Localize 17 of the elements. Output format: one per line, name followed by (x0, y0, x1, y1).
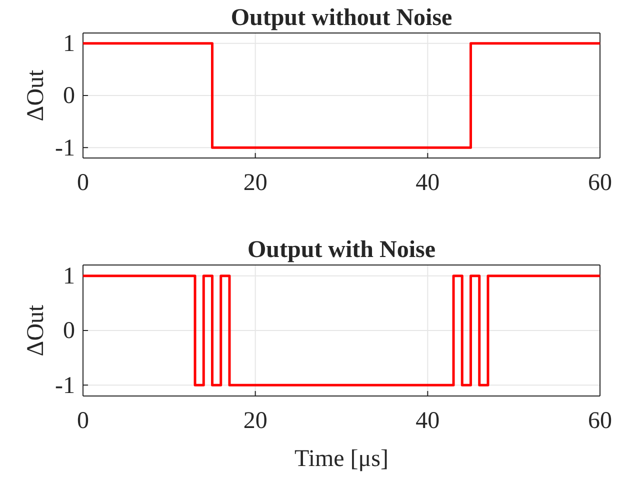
x-tick-label: 20 (243, 408, 268, 434)
y-tick-label: -1 (55, 135, 75, 162)
x-tick-label: 40 (416, 170, 440, 196)
x-tick-label: 20 (243, 170, 268, 196)
y-tick-label: -1 (55, 372, 75, 399)
x-tick-label: 40 (416, 408, 440, 434)
chart-title: Output without Noise (230, 5, 453, 31)
x-axis-title: Time [μs] (294, 446, 388, 472)
y-axis-title: ΔOut (23, 69, 49, 122)
y-tick-label: 0 (63, 83, 75, 110)
y-axis-title: ΔOut (23, 304, 49, 356)
y-tick-label: 1 (63, 31, 75, 58)
x-tick-label: 60 (588, 408, 612, 434)
x-tick-label: 60 (588, 170, 612, 196)
chart-title: Output with Noise (247, 237, 436, 263)
y-tick-label: 1 (63, 264, 75, 290)
y-tick-label: 0 (63, 318, 75, 344)
